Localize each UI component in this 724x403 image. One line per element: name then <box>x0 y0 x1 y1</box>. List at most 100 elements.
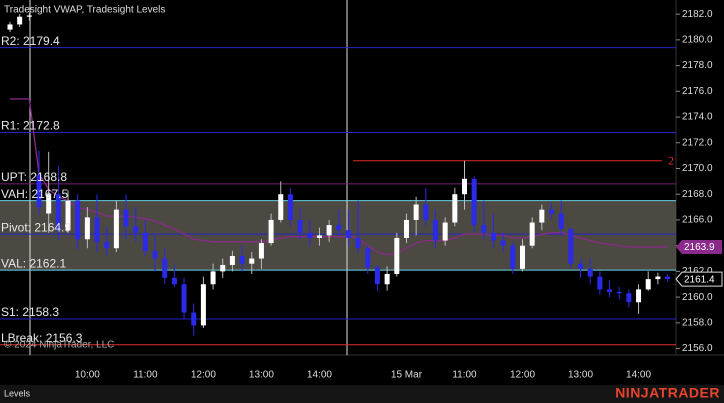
level-label: UPT: 2168.8 <box>1 170 67 184</box>
x-tick-label: 12:00 <box>510 370 535 381</box>
candle-body <box>210 271 216 285</box>
level-label: R2: 2179.4 <box>1 34 60 48</box>
candle-body <box>587 268 593 277</box>
candle-body <box>500 240 506 246</box>
candle-body <box>200 284 206 326</box>
candle-body <box>142 232 148 251</box>
candle-body <box>432 219 438 241</box>
x-tick-label: 15 Mar <box>391 370 423 381</box>
x-tick-label: 11:00 <box>133 370 158 381</box>
candle-body <box>46 194 52 214</box>
candle-body <box>307 232 313 238</box>
candle-body <box>597 276 603 290</box>
candle-body <box>394 237 400 274</box>
candle-body <box>297 219 303 233</box>
candle-body <box>171 277 177 285</box>
candle-body <box>191 312 197 326</box>
candle-body <box>7 24 13 30</box>
candle-body <box>423 204 429 220</box>
y-tick-label: 2160.0 <box>682 292 713 303</box>
copyright: © 2024 NinjaTrader, LLC <box>4 340 114 351</box>
candle-body <box>442 222 448 241</box>
candle-body <box>384 273 390 285</box>
candle-body <box>655 276 661 280</box>
x-tick-label: 11:00 <box>452 370 477 381</box>
candle-body <box>452 194 458 223</box>
candle-body <box>491 232 496 241</box>
candle-body <box>510 245 516 269</box>
candle-body <box>239 255 245 264</box>
candle-body <box>616 291 622 294</box>
candle-body <box>162 258 168 278</box>
vwap-tag <box>676 239 722 254</box>
candle-body <box>326 225 332 236</box>
x-tick-label: 12:00 <box>191 370 216 381</box>
level-label: R1: 2172.8 <box>1 119 60 133</box>
candle-body <box>268 219 274 244</box>
candle-body <box>539 209 545 223</box>
chart-title: Tradesight VWAP, Tradesight Levels <box>4 5 165 16</box>
y-tick-label: 2172.0 <box>682 137 713 148</box>
candle-body <box>316 235 322 238</box>
candle-body <box>65 200 71 231</box>
candle-body <box>568 228 574 264</box>
y-tick-label: 2156.0 <box>682 343 713 354</box>
value-area <box>0 200 676 271</box>
y-tick-label: 2182.0 <box>682 9 713 20</box>
candle-body <box>578 263 584 269</box>
candle-body <box>471 178 477 226</box>
vwap-line <box>10 98 668 256</box>
y-tick-label: 2180.0 <box>682 35 713 46</box>
candle-body <box>461 178 467 195</box>
vwap-tag-label: 2163.9 <box>684 242 715 253</box>
level-label: LBreak: 2156.3 <box>1 331 83 345</box>
x-tick-label: 14:00 <box>307 370 332 381</box>
y-tick-label: 2178.0 <box>682 60 713 71</box>
candle-body <box>94 217 100 242</box>
x-tick-label: 13:00 <box>249 370 274 381</box>
candle-body <box>336 225 342 231</box>
candle-body <box>529 222 535 246</box>
candle-body <box>229 255 235 265</box>
candle-body <box>636 289 642 303</box>
candle-body <box>345 230 351 238</box>
level-label: VAL: 2162.1 <box>1 256 66 270</box>
candle-body <box>75 200 81 240</box>
candle-body <box>26 15 32 17</box>
y-tick-label: 2162.0 <box>682 266 713 277</box>
candle-body <box>355 237 361 249</box>
level-label: S1: 2158.3 <box>1 305 59 319</box>
candle-body <box>55 194 61 231</box>
level-label: Pivot: 2164.9 <box>1 220 71 234</box>
y-tick-label: 2166.0 <box>682 215 713 226</box>
candle-body <box>365 248 371 268</box>
candle-body <box>123 209 129 227</box>
x-tick-label: 14:00 <box>626 370 651 381</box>
y-tick-label: 2176.0 <box>682 86 713 97</box>
candle-body <box>152 250 158 259</box>
candle-body <box>133 226 139 233</box>
candle-body <box>607 289 613 292</box>
candle-body <box>258 243 264 259</box>
level-label: VAH: 2167.5 <box>1 187 68 201</box>
candle-body <box>104 241 110 249</box>
candle-body <box>558 213 564 229</box>
candle-body <box>113 209 119 249</box>
candle-body <box>665 276 671 280</box>
last-price-label: 2161.4 <box>684 274 715 285</box>
candle-body <box>403 219 409 238</box>
candle-body <box>17 16 23 25</box>
candle-body <box>626 293 632 303</box>
candle-body <box>249 258 255 264</box>
candle-body <box>181 284 187 313</box>
x-tick-label: 10:00 <box>75 370 100 381</box>
tab-label: Levels <box>4 388 31 398</box>
candle-body <box>645 279 651 290</box>
candle-body <box>549 209 555 214</box>
y-tick-label: 2168.0 <box>682 189 713 200</box>
candle-body <box>278 194 284 220</box>
candle-body <box>36 174 42 208</box>
brand-logo: NINJATRADER <box>615 385 720 401</box>
